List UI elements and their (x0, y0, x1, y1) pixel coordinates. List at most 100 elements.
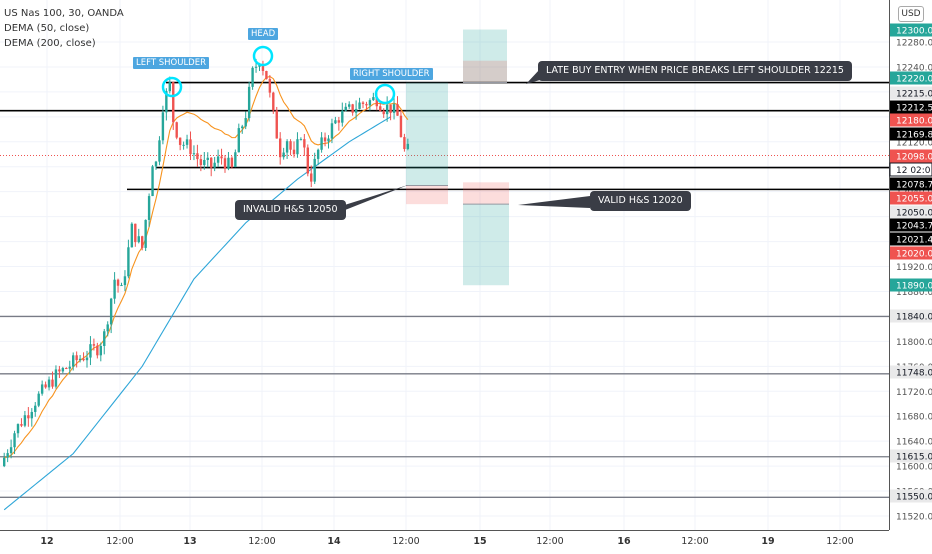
candle-body (285, 141, 289, 153)
symbol-title[interactable]: US Nas 100, 30, OANDA (4, 8, 124, 19)
candle-body (82, 358, 85, 361)
price-label-bg (890, 127, 932, 141)
candle-body (372, 97, 375, 101)
candle-body (178, 137, 182, 145)
candle-body (254, 66, 258, 68)
price-tick-label: 11520.0 (896, 513, 932, 523)
callout-valid-hs: VALID H&S 12020 (590, 191, 691, 211)
time-tick-label: 12:00 (248, 536, 275, 547)
pattern-point-circle (252, 45, 274, 67)
candle-body (196, 153, 199, 160)
price-label: 12020.0 (896, 250, 932, 260)
left-shoulder-label: LEFT SHOULDER (133, 57, 209, 69)
price-tick-label: 11640.0 (896, 438, 932, 448)
candle-body (99, 345, 102, 356)
price-label-bg (890, 177, 932, 191)
callout-invalid-hs: INVALID H&S 12050 (235, 200, 346, 220)
candle-body (289, 141, 292, 150)
candle-body (172, 82, 175, 123)
price-label: 12180.0 (896, 117, 932, 127)
candle-body (123, 276, 127, 286)
position-target-zone (463, 204, 509, 286)
price-tick-label: 12280.0 (896, 39, 932, 49)
currency-badge[interactable]: USD (898, 6, 924, 22)
candle-body (165, 91, 168, 113)
price-label-bg (890, 86, 932, 100)
callout-pointer (526, 69, 540, 84)
candle-body (158, 140, 161, 162)
price-label: 11890.0 (896, 282, 932, 292)
price-label: 12300.0 (896, 27, 932, 37)
price-tick-label: 11600.0 (896, 463, 932, 473)
candle-body (151, 166, 154, 197)
candle-body (116, 279, 120, 286)
price-tick-label: 11880.0 (896, 288, 932, 298)
candle-body (89, 344, 92, 358)
price-label-bg (890, 205, 932, 219)
candle-body (299, 139, 303, 141)
time-tick-label: 16 (617, 536, 631, 547)
candle-body (337, 120, 341, 123)
pattern-point-circle (374, 83, 396, 105)
candle-body (292, 149, 296, 155)
candle-body (265, 70, 268, 80)
price-label: 12055.0 (896, 195, 932, 205)
candle-body (213, 162, 216, 168)
price-tick-label: 12120.0 (896, 138, 932, 148)
candle-body (382, 110, 385, 115)
time-tick-label: 12 (40, 536, 53, 547)
time-tick-label: 12:00 (536, 536, 563, 547)
candle-body (275, 110, 278, 139)
candle-body (137, 236, 140, 243)
callout-late-buy: LATE BUY ENTRY WHEN PRICE BREAKS LEFT SH… (538, 61, 852, 81)
price-label-bg (890, 218, 932, 232)
candle-body (34, 405, 37, 412)
candle-body (358, 102, 361, 109)
price-label: 12169.8 (896, 131, 932, 141)
chart-legend: US Nas 100, 30, OANDA DEMA (50, close) D… (4, 6, 124, 51)
candle-body (220, 156, 223, 159)
candle-body (403, 137, 406, 150)
candle-body (203, 159, 206, 165)
candle-body (385, 104, 389, 115)
price-tick-label: 11680.0 (896, 413, 932, 423)
candle-body (327, 138, 330, 142)
time-tick-label: 19 (761, 536, 774, 547)
candle-body (351, 104, 354, 113)
price-label-bg (890, 449, 932, 463)
callout-pointer (518, 196, 590, 208)
candle-body (399, 115, 403, 138)
head-label: HEAD (248, 28, 279, 40)
candle-body (75, 355, 78, 361)
candle-body (120, 285, 123, 287)
time-tick-label: 12:00 (826, 536, 853, 547)
indicator-dema-200[interactable]: DEMA (200, close) (4, 38, 96, 49)
positions-layer (406, 29, 509, 286)
candle-body (313, 158, 316, 182)
candle-body (54, 369, 58, 387)
candle-body (20, 424, 23, 426)
candle-body (65, 367, 68, 369)
candle-body (244, 118, 247, 127)
candle-body (348, 104, 351, 107)
candle-body (306, 147, 309, 174)
candle-body (354, 108, 358, 113)
time-tick-label: 12:00 (106, 536, 133, 547)
candle-body (323, 137, 327, 142)
candle-body (72, 355, 75, 367)
indicator-dema-50[interactable]: DEMA (50, close) (4, 23, 90, 34)
candle-body (9, 447, 13, 454)
candle-body (268, 79, 272, 93)
time-tick-label: 13 (183, 536, 196, 547)
candles-layer (3, 58, 410, 468)
candle-body (310, 173, 313, 182)
candle-body (168, 82, 171, 92)
candle-body (341, 110, 344, 123)
candle-body (61, 367, 65, 372)
candle-body (251, 67, 254, 87)
price-tick-label: 11800.0 (896, 338, 932, 348)
candle-body (379, 106, 382, 111)
candle-body (320, 137, 323, 150)
candle-body (261, 64, 265, 71)
